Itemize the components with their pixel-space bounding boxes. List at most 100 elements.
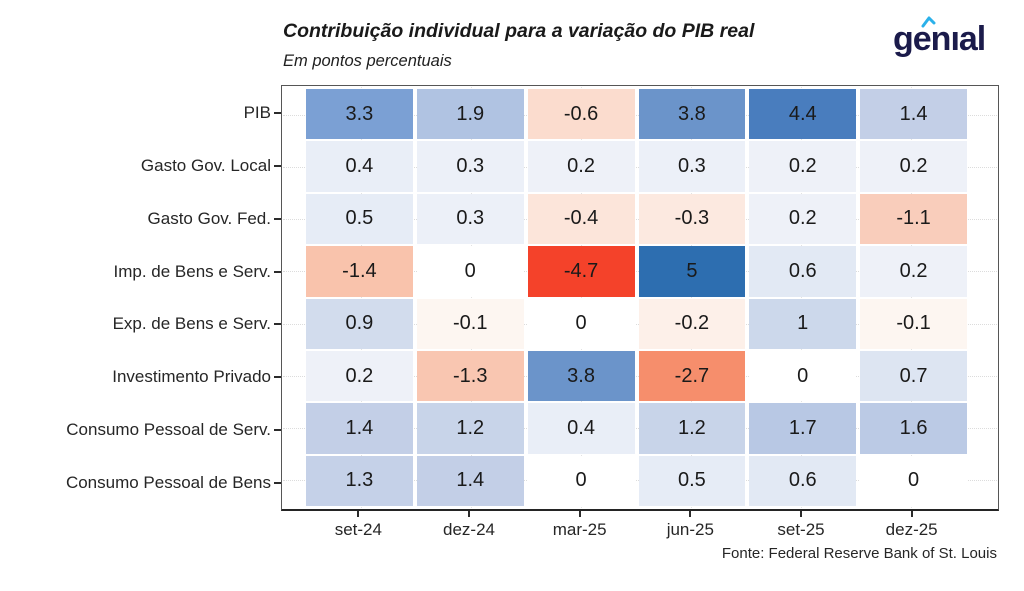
x-axis-labels: set-24 dez-24 mar-25 jun-25 set-25 dez-25 bbox=[305, 511, 965, 540]
row-label-text: Exp. de Bens e Serv. bbox=[112, 314, 271, 334]
row-label: PIB bbox=[0, 88, 281, 139]
heatmap-cell: 0.9 bbox=[306, 298, 413, 349]
row-label-text: Consumo Pessoal de Serv. bbox=[66, 419, 271, 439]
chart-title: Contribuição individual para a variação … bbox=[283, 20, 755, 42]
heatmap-cell: -0.1 bbox=[416, 298, 524, 349]
heatmap-cell: -0.6 bbox=[527, 89, 635, 140]
heatmap-grid: 3.3 1.9 -0.6 3.8 4.4 1.4 0.4 0.3 0.2 0.3 0.2 0.2 0.5… bbox=[306, 89, 967, 506]
heatmap-cell: 0.2 bbox=[306, 350, 413, 402]
row-label: Gasto Gov. Local bbox=[0, 141, 281, 192]
heatmap-cell: 4.4 bbox=[749, 89, 857, 140]
x-axis-label: dez-24 bbox=[443, 520, 495, 539]
heatmap-cell: -0.4 bbox=[527, 193, 635, 245]
row-label: Imp. de Bens e Serv. bbox=[0, 246, 281, 297]
row-label-text: Consumo Pessoal de Bens bbox=[65, 472, 271, 492]
heatmap-cell: 1 bbox=[749, 298, 857, 349]
heatmap-cell: 3.8 bbox=[638, 89, 746, 140]
heatmap-cell: 0 bbox=[416, 246, 524, 297]
y-axis-tick bbox=[274, 112, 281, 115]
heatmap-cell: 1.2 bbox=[416, 403, 524, 454]
genial-logo: genıal bbox=[893, 12, 1008, 64]
x-axis-tick bbox=[578, 511, 581, 517]
heatmap-cell: 0 bbox=[749, 350, 857, 402]
gridline-vertical bbox=[361, 87, 362, 508]
heatmap-cell: -0.1 bbox=[860, 298, 967, 349]
gridline-vertical bbox=[801, 87, 802, 508]
heatmap-cell: -0.3 bbox=[638, 193, 746, 245]
heatmap-cell: 0.2 bbox=[749, 141, 857, 192]
row-label: Exp. de Bens e Serv. bbox=[0, 299, 281, 350]
y-axis-tick bbox=[274, 217, 281, 220]
y-axis-tick bbox=[274, 481, 281, 484]
source-note: Fonte: Federal Reserve Bank of St. Louis bbox=[721, 545, 997, 562]
x-axis-column: set-25 bbox=[748, 511, 855, 540]
heatmap-cell: -1.4 bbox=[306, 246, 413, 297]
heatmap-cell: 0.3 bbox=[638, 141, 746, 192]
heatmap-cell: 3.3 bbox=[306, 89, 413, 140]
x-axis-label: set-25 bbox=[777, 520, 825, 539]
gridline-vertical bbox=[911, 87, 912, 508]
heatmap-cell: 0.6 bbox=[749, 246, 857, 297]
heatmap-cell: 1.2 bbox=[638, 403, 746, 454]
heatmap-cell: 0.5 bbox=[638, 455, 746, 506]
logo-accent-icon bbox=[921, 16, 936, 28]
logo-wordmark: genıal bbox=[893, 20, 986, 58]
row-label-text: Gasto Gov. Fed. bbox=[147, 208, 271, 228]
chart-subtitle: Em pontos percentuais bbox=[283, 52, 452, 70]
heatmap-cell: 1.4 bbox=[416, 455, 524, 506]
heatmap-cell: 1.9 bbox=[416, 89, 524, 140]
heatmap-cell: 3.8 bbox=[527, 350, 635, 402]
x-axis-tick bbox=[357, 511, 360, 517]
heatmap-cell: 0 bbox=[527, 455, 635, 506]
row-label: Consumo Pessoal de Bens bbox=[0, 457, 281, 508]
x-axis-tick bbox=[799, 511, 802, 517]
y-axis-tick bbox=[274, 323, 281, 326]
y-axis-row-labels: PIB Gasto Gov. Local Gasto Gov. Fed. Imp. d… bbox=[0, 88, 281, 508]
row-label: Investimento Privado bbox=[0, 352, 281, 403]
heatmap-cell: -2.7 bbox=[638, 350, 746, 402]
row-label-text: Investimento Privado bbox=[112, 367, 271, 387]
x-axis-column: dez-24 bbox=[416, 511, 523, 540]
x-axis-tick bbox=[689, 511, 692, 517]
heatmap-cell: 1.7 bbox=[749, 403, 857, 454]
gridline-vertical bbox=[471, 87, 472, 508]
heatmap-cell: 1.3 bbox=[306, 455, 413, 506]
row-label: Consumo Pessoal de Serv. bbox=[0, 405, 281, 456]
heatmap-cell: 0.3 bbox=[416, 193, 524, 245]
gridline-vertical bbox=[691, 87, 692, 508]
heatmap-cell: 0.2 bbox=[749, 193, 857, 245]
x-axis-column: mar-25 bbox=[526, 511, 633, 540]
heatmap-cell: -4.7 bbox=[527, 246, 635, 297]
heatmap-cell: 0.2 bbox=[860, 246, 967, 297]
heatmap-cell: 0.4 bbox=[306, 141, 413, 192]
gridline-vertical bbox=[581, 87, 582, 508]
y-axis-tick bbox=[274, 376, 281, 379]
row-label: Gasto Gov. Fed. bbox=[0, 194, 281, 245]
x-axis-tick bbox=[467, 511, 470, 517]
heatmap-cell: 0.4 bbox=[527, 403, 635, 454]
x-axis-column: set-24 bbox=[305, 511, 412, 540]
heatmap-cell: 0.5 bbox=[306, 193, 413, 245]
y-axis-tick bbox=[274, 270, 281, 273]
x-axis-column: dez-25 bbox=[858, 511, 965, 540]
x-axis-tick bbox=[910, 511, 913, 517]
row-label-text: Gasto Gov. Local bbox=[140, 156, 271, 176]
heatmap-cell: 0.2 bbox=[860, 141, 967, 192]
x-axis-label: jun-25 bbox=[666, 520, 714, 539]
x-axis-label: set-24 bbox=[334, 520, 382, 539]
heatmap-cell: 0.6 bbox=[749, 455, 857, 506]
heatmap-cell: 5 bbox=[638, 246, 746, 297]
y-axis-tick bbox=[274, 165, 281, 168]
heatmap-cell: -0.2 bbox=[638, 298, 746, 349]
heatmap-cell: 0 bbox=[860, 455, 967, 506]
x-axis-column: jun-25 bbox=[637, 511, 744, 540]
y-axis-tick bbox=[274, 428, 281, 431]
heatmap-panel: 3.3 1.9 -0.6 3.8 4.4 1.4 0.4 0.3 0.2 0.3 0.2 0.2 0.5… bbox=[281, 85, 999, 511]
heatmap-cell: 1.4 bbox=[860, 89, 967, 140]
heatmap-cell: -1.3 bbox=[416, 350, 524, 402]
heatmap-cell: 1.4 bbox=[306, 403, 413, 454]
heatmap-cell: 0 bbox=[527, 298, 635, 349]
row-label-text: PIB bbox=[243, 103, 271, 123]
heatmap-cell: 0.3 bbox=[416, 141, 524, 192]
